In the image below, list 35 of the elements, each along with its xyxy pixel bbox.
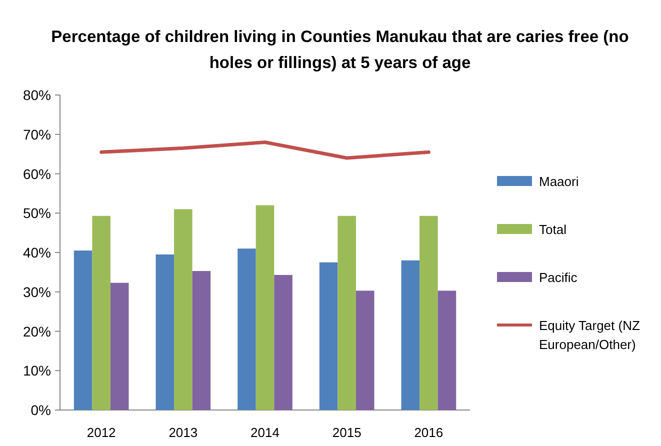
x-tick-label: 2012 xyxy=(86,425,116,440)
bar xyxy=(401,260,420,410)
bar xyxy=(92,216,110,410)
bar xyxy=(156,254,174,410)
bar xyxy=(356,290,374,410)
bar xyxy=(174,209,192,410)
bar xyxy=(274,274,292,410)
x-tick-label: 2013 xyxy=(168,425,198,440)
y-tick-label: 10% xyxy=(22,362,51,379)
chart-title: Percentage of children living in Counties Manukau that are caries free (no holes or fillings) at 5 years of age xyxy=(51,28,629,72)
y-tick-label: 30% xyxy=(22,284,51,300)
bar xyxy=(438,290,456,410)
bar xyxy=(110,282,129,410)
legend-label: Maaori xyxy=(539,174,579,189)
legend-label: Pacific xyxy=(539,270,578,285)
y-tick-label: 60% xyxy=(22,166,51,182)
bar xyxy=(192,271,211,410)
x-tick-label: 2014 xyxy=(250,425,280,440)
bar xyxy=(74,250,92,410)
y-tick-label: 40% xyxy=(22,244,51,260)
bar xyxy=(338,216,356,410)
bar xyxy=(420,216,438,410)
x-tick-label: 2015 xyxy=(332,425,362,440)
bar xyxy=(319,262,338,410)
y-tick-label: 80% xyxy=(22,87,51,103)
x-tick-label: 2016 xyxy=(414,425,444,440)
legend-label: Total xyxy=(539,222,567,237)
y-tick-label: 0% xyxy=(30,402,51,418)
line-series xyxy=(100,140,430,160)
bar xyxy=(238,248,256,410)
y-tick-label: 70% xyxy=(22,126,51,142)
legend-label: Equity Target (NZ European/Other) xyxy=(539,318,640,352)
y-tick-label: 20% xyxy=(22,323,51,340)
bar xyxy=(256,205,274,410)
y-tick-label: 50% xyxy=(22,205,51,222)
